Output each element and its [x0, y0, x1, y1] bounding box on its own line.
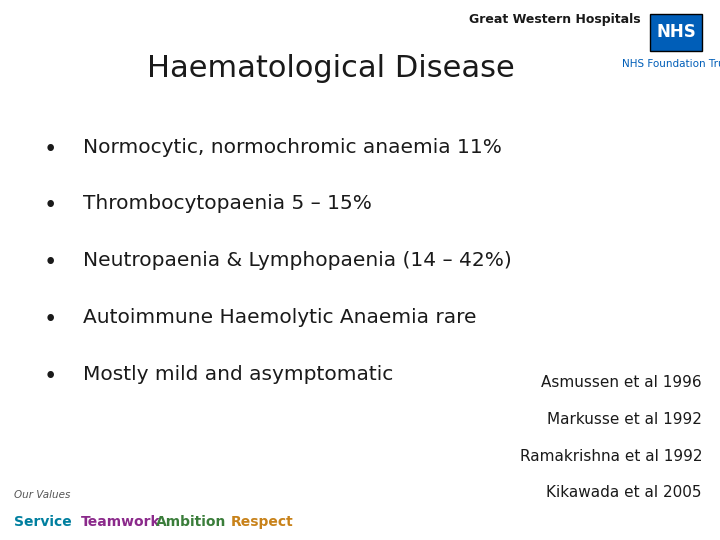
Text: Neutropaenia & Lymphopaenia (14 – 42%): Neutropaenia & Lymphopaenia (14 – 42%)	[83, 251, 511, 270]
Text: Thrombocytopaenia 5 – 15%: Thrombocytopaenia 5 – 15%	[83, 194, 372, 213]
Text: NHS: NHS	[656, 23, 696, 42]
FancyBboxPatch shape	[650, 14, 702, 51]
Text: Service: Service	[14, 515, 72, 529]
Text: Teamwork: Teamwork	[81, 515, 161, 529]
Text: •: •	[44, 194, 57, 218]
Text: Mostly mild and asymptomatic: Mostly mild and asymptomatic	[83, 364, 393, 383]
Text: Kikawada et al 2005: Kikawada et al 2005	[546, 485, 702, 501]
Text: Asmussen et al 1996: Asmussen et al 1996	[541, 375, 702, 390]
Text: Our Values: Our Values	[14, 489, 71, 500]
Text: •: •	[44, 308, 57, 331]
Text: Haematological Disease: Haematological Disease	[148, 54, 515, 83]
Text: Markusse et al 1992: Markusse et al 1992	[547, 412, 702, 427]
Text: Ambition: Ambition	[156, 515, 226, 529]
Text: Ramakrishna et al 1992: Ramakrishna et al 1992	[520, 449, 702, 464]
Text: NHS Foundation Trust: NHS Foundation Trust	[623, 59, 720, 70]
Text: •: •	[44, 364, 57, 388]
Text: •: •	[44, 251, 57, 274]
Text: Great Western Hospitals: Great Western Hospitals	[469, 14, 641, 26]
Text: Respect: Respect	[230, 515, 294, 529]
Text: Normocytic, normochromic anaemia 11%: Normocytic, normochromic anaemia 11%	[83, 138, 502, 157]
Text: •: •	[44, 138, 57, 161]
Text: Autoimmune Haemolytic Anaemia rare: Autoimmune Haemolytic Anaemia rare	[83, 308, 477, 327]
